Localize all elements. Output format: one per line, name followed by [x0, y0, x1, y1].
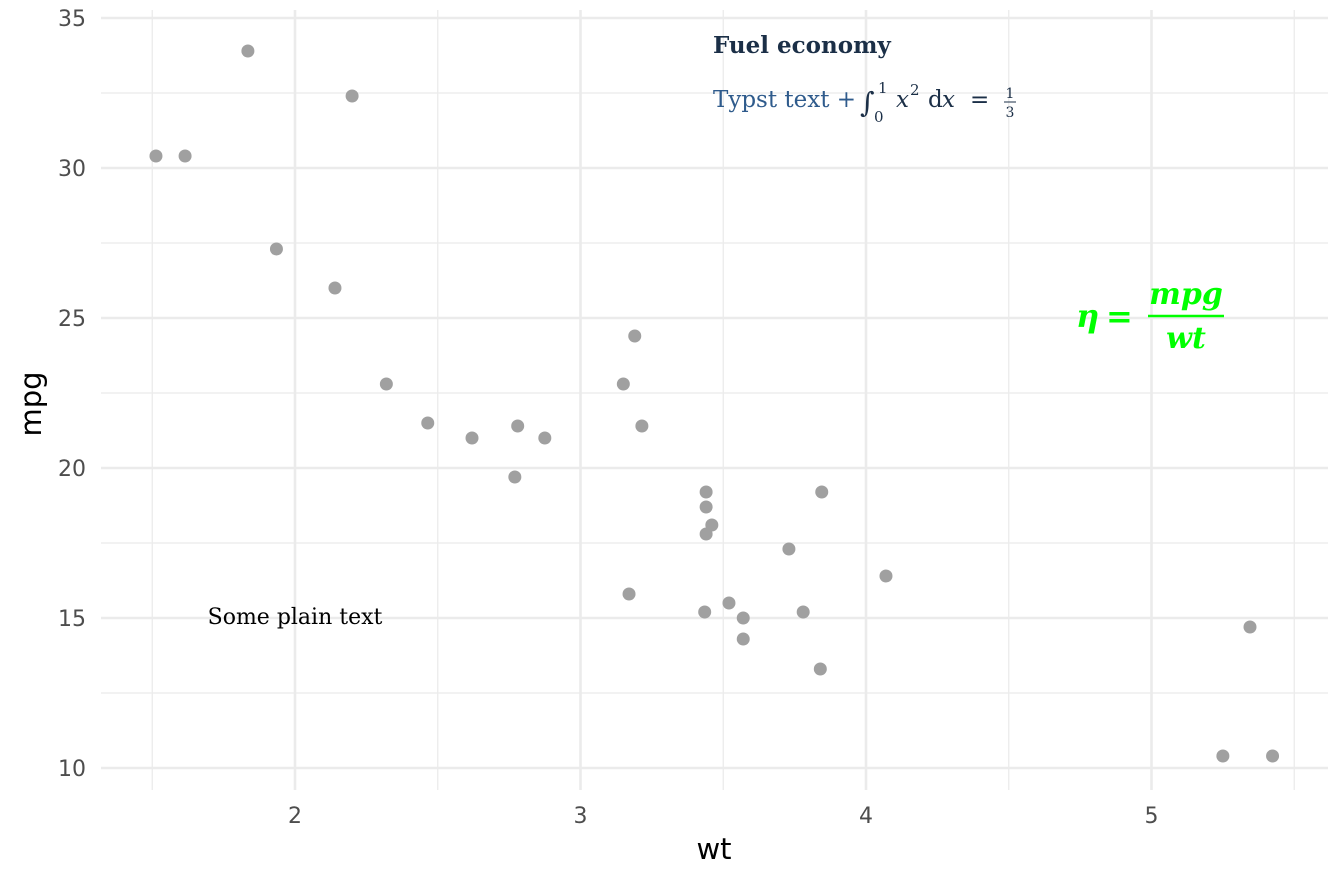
data-point: [736, 632, 750, 646]
annotation-subtitle-text: Typst text +: [713, 87, 856, 113]
data-point: [149, 149, 163, 163]
data-point: [269, 242, 283, 256]
data-point: [421, 416, 435, 430]
data-point: [345, 89, 359, 103]
data-point: [705, 518, 719, 532]
y-tick-label: 10: [58, 757, 86, 782]
integral-lower-limit: 0: [874, 108, 884, 126]
x-tick-label: 3: [574, 804, 588, 829]
integral-symbol: ∫: [860, 86, 875, 119]
data-point: [1266, 749, 1280, 763]
data-point: [796, 605, 810, 619]
data-point: [616, 377, 630, 391]
x-tick-label: 4: [859, 804, 873, 829]
equation-equals: =: [1106, 297, 1133, 335]
x-axis-title: wt: [696, 832, 731, 866]
data-point: [379, 377, 393, 391]
data-point: [635, 419, 649, 433]
data-point: [813, 662, 827, 676]
y-tick-label: 20: [58, 457, 86, 482]
data-point: [538, 431, 552, 445]
y-tick-label: 35: [58, 7, 86, 32]
data-point: [699, 500, 713, 514]
integral-upper-limit: 1: [878, 79, 888, 97]
fraction-denominator: 3: [1006, 105, 1015, 121]
x-tick-label: 5: [1145, 804, 1159, 829]
annotation-subtitle: Typst text + ∫ 1 0 x 2 d x = 1 3: [713, 79, 1016, 126]
equation-lhs: η: [1076, 297, 1099, 335]
annotation-plain-text: Some plain text: [208, 605, 383, 630]
integrand-variable: x: [896, 87, 909, 113]
grid: [101, 10, 1328, 790]
data-point: [465, 431, 479, 445]
data-point: [508, 470, 522, 484]
data-point: [178, 149, 192, 163]
data-point: [699, 485, 713, 499]
y-tick-label: 25: [58, 307, 86, 332]
data-points: [149, 44, 1280, 763]
x-tick-label: 2: [288, 804, 302, 829]
data-point: [782, 542, 796, 556]
data-point: [698, 605, 712, 619]
data-point: [328, 281, 342, 295]
data-point: [815, 485, 829, 499]
integrand-d: d: [928, 87, 943, 113]
equation-numerator: mpg: [1149, 277, 1223, 312]
equation-denominator: wt: [1166, 321, 1206, 356]
integrand-power: 2: [910, 81, 920, 99]
y-tick-label: 30: [58, 157, 86, 182]
data-point: [736, 611, 750, 625]
data-point: [722, 596, 736, 610]
fraction-numerator: 1: [1006, 86, 1015, 102]
data-point: [1216, 749, 1230, 763]
integrand-dx-variable: x: [942, 87, 955, 113]
data-point: [628, 329, 642, 343]
annotation-title: Fuel economy: [713, 32, 891, 59]
annotation-equation: η = mpg wt: [1076, 277, 1224, 356]
integral-equals: =: [970, 87, 989, 113]
data-point: [1243, 620, 1257, 634]
data-point: [241, 44, 255, 58]
data-point: [622, 587, 636, 601]
y-axis-title: mpg: [14, 371, 48, 436]
y-tick-label: 15: [58, 607, 86, 632]
data-point: [879, 569, 893, 583]
data-point: [511, 419, 525, 433]
